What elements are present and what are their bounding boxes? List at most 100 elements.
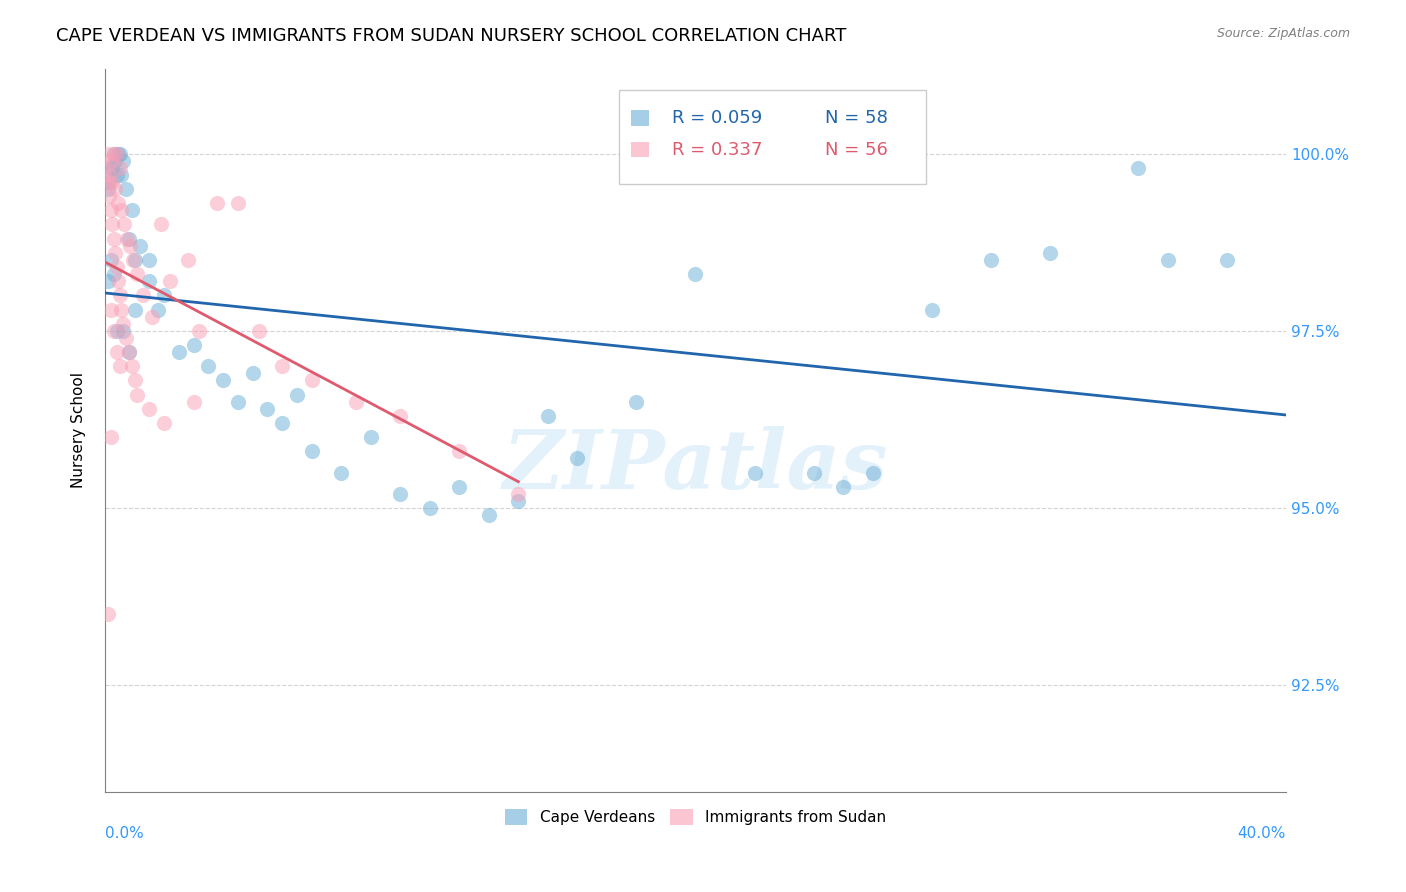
Point (508, 487, 530, 501)
Point (744, 466, 766, 480)
Point (449, 480, 471, 494)
Point (132, 288, 155, 302)
Point (330, 466, 353, 480)
Point (478, 508, 501, 522)
Point (105, 260, 128, 274)
Point (360, 430, 382, 444)
Point (97, 146, 120, 161)
Point (100, 203, 122, 218)
Point (111, 324, 134, 338)
Bar (630, 110, 648, 126)
Point (115, 232, 138, 246)
Point (242, 367, 264, 381)
Point (122, 252, 145, 267)
Point (100, 430, 122, 444)
Point (98, 175, 121, 189)
Point (105, 324, 128, 338)
Text: N = 56: N = 56 (825, 141, 889, 159)
Point (124, 373, 146, 387)
Text: Source: ZipAtlas.com: Source: ZipAtlas.com (1216, 27, 1350, 40)
Text: R = 0.337: R = 0.337 (672, 141, 762, 159)
Point (110, 302, 132, 317)
Point (567, 451, 589, 466)
Point (138, 252, 160, 267)
Point (537, 409, 560, 423)
Point (111, 153, 134, 168)
Point (449, 444, 471, 458)
Point (1128, 161, 1150, 175)
Point (104, 153, 127, 168)
Point (127, 267, 149, 281)
Point (301, 373, 323, 387)
Point (1216, 252, 1239, 267)
Point (124, 252, 146, 267)
Point (98, 189, 121, 203)
Point (121, 359, 143, 374)
Point (271, 416, 294, 430)
Point (141, 310, 163, 324)
Bar (630, 142, 648, 158)
Point (183, 394, 205, 409)
Point (101, 161, 124, 175)
Point (117, 345, 139, 359)
Point (101, 175, 124, 189)
Point (124, 302, 146, 317)
Point (205, 196, 228, 211)
Point (103, 232, 125, 246)
Point (107, 146, 129, 161)
Point (138, 401, 160, 416)
Point (110, 168, 132, 182)
Point (100, 252, 122, 267)
Point (153, 416, 176, 430)
Point (121, 203, 143, 218)
Bar (619, 90, 925, 185)
Point (111, 317, 134, 331)
Y-axis label: Nursery School: Nursery School (72, 372, 86, 488)
Point (256, 401, 278, 416)
Point (344, 394, 367, 409)
Point (117, 345, 139, 359)
Point (103, 267, 125, 281)
Point (105, 168, 128, 182)
Point (120, 238, 142, 252)
Point (98, 168, 121, 182)
Point (150, 218, 173, 232)
Point (127, 387, 149, 401)
Point (103, 146, 125, 161)
Point (176, 252, 198, 267)
Point (803, 466, 825, 480)
Point (212, 373, 235, 387)
Text: 40.0%: 40.0% (1237, 826, 1286, 841)
Point (103, 324, 125, 338)
Point (1039, 245, 1062, 260)
Point (626, 394, 648, 409)
Point (104, 182, 127, 196)
Point (104, 245, 127, 260)
Text: ZIPatlas: ZIPatlas (503, 426, 889, 507)
Point (197, 359, 219, 374)
Point (921, 302, 943, 317)
Point (226, 196, 249, 211)
Point (167, 345, 190, 359)
Text: R = 0.059: R = 0.059 (672, 109, 762, 127)
Point (114, 331, 136, 345)
Point (97, 607, 120, 622)
Point (107, 274, 129, 288)
Point (146, 302, 169, 317)
Point (107, 196, 129, 211)
Point (832, 480, 855, 494)
Point (96, 161, 118, 175)
Point (389, 487, 412, 501)
Point (108, 288, 131, 302)
Point (100, 161, 122, 175)
Point (117, 232, 139, 246)
Point (285, 387, 308, 401)
Point (105, 345, 128, 359)
Point (129, 238, 152, 252)
Legend: Cape Verdeans, Immigrants from Sudan: Cape Verdeans, Immigrants from Sudan (495, 800, 896, 835)
Point (980, 252, 1002, 267)
Point (110, 203, 132, 218)
Point (188, 324, 211, 338)
Point (419, 501, 441, 516)
Point (271, 359, 294, 374)
